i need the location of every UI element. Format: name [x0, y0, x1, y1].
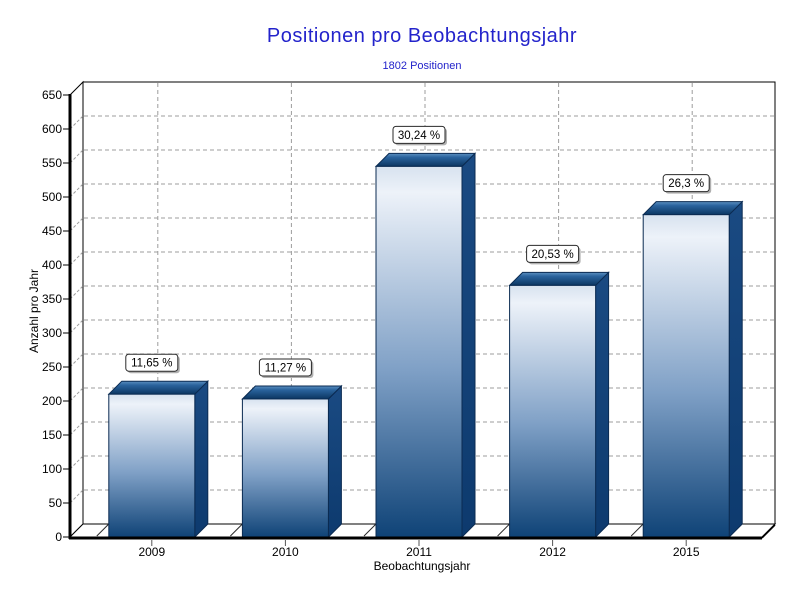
x-axis-title: Beobachtungsjahr: [373, 559, 471, 573]
y-tick-label: 400: [41, 258, 62, 272]
y-tick-label: 200: [41, 394, 62, 408]
y-tick-label: 300: [41, 326, 62, 340]
h-gridline-connector: [69, 353, 84, 368]
mark-label: 11,65 %: [131, 358, 172, 370]
bar-top-face: [241, 385, 343, 400]
h-gridline-connector: [69, 421, 84, 436]
h-gridline-connector: [69, 455, 84, 470]
bar-value-mark: 11,65 %: [125, 353, 180, 374]
bar-2012: [508, 271, 610, 539]
mark-label: 30,24 %: [398, 130, 440, 142]
h-gridline-connector: [69, 387, 84, 402]
bar-side-face: [728, 200, 743, 539]
x-tick-label: 2015: [672, 545, 700, 559]
bar-side-face: [194, 379, 209, 539]
chart-subtitle: 1802 Positionen: [382, 60, 462, 72]
x-tick-label: 2011: [406, 545, 432, 559]
bar-value-mark: 26,3 %: [662, 174, 712, 194]
x-tick-label: 2010: [272, 545, 299, 559]
h-gridline-connector: [69, 489, 84, 504]
y-tick-label: 600: [41, 122, 62, 136]
mark-label: 20,53 %: [531, 249, 573, 261]
bar-front-face: [642, 214, 730, 538]
bar-side-face: [595, 271, 610, 539]
y-tick-label: 500: [41, 190, 62, 204]
bar-top-face: [508, 271, 610, 286]
mark-box: [392, 125, 446, 144]
h-gridline-connector: [69, 149, 84, 164]
bar-floor-edge: [630, 522, 645, 537]
x-tick-label: 2012: [539, 545, 566, 559]
h-gridline-connector: [69, 183, 84, 198]
bar-front-face: [108, 393, 196, 538]
mark-box: [125, 353, 179, 372]
bar-value-mark: 11,27 %: [258, 358, 314, 378]
y-tick-label: 0: [55, 530, 62, 544]
y-tick-label: 450: [41, 224, 62, 238]
y-tick-label: 100: [41, 462, 62, 476]
mark-label: 26,3 %: [668, 178, 704, 190]
bar-top-face: [374, 152, 477, 167]
x-tick-label: 2009: [138, 545, 166, 559]
bar-floor-edge: [497, 522, 511, 537]
bar-2011: [374, 152, 477, 539]
bar-front-face: [375, 165, 463, 538]
y-axis-title: Anzahl pro Jahr: [27, 268, 41, 354]
bar-value-mark: 20,53 %: [526, 244, 581, 265]
bar-value-mark: 30,24 %: [392, 125, 447, 146]
mark-box: [526, 244, 580, 263]
mark-box: [662, 174, 710, 193]
y-tick-label: 650: [41, 88, 62, 102]
bar-2010: [241, 384, 343, 539]
bar-front-face: [509, 284, 597, 538]
y-tick-label: 150: [41, 428, 62, 442]
y-tick-label: 50: [48, 496, 62, 510]
h-gridline-connector: [69, 217, 84, 232]
bar-front-face: [241, 398, 329, 538]
mark-box: [258, 358, 312, 377]
bar-top-face: [107, 380, 210, 395]
bar-floor-edge: [363, 522, 378, 537]
mark-label: 11,27 %: [265, 362, 306, 374]
y-tick-label: 550: [41, 156, 62, 170]
chart-title: Positionen pro Beobachtungsjahr: [266, 25, 578, 47]
left-wall: [69, 80, 84, 539]
y-tick-label: 350: [41, 292, 62, 306]
bar-top-face: [641, 201, 744, 216]
h-gridline-connector: [69, 251, 84, 266]
bar-side-face: [461, 152, 476, 539]
bar-side-face: [327, 384, 342, 539]
h-gridline-connector: [69, 319, 84, 334]
h-gridline-connector: [69, 285, 84, 300]
bar-floor-edge: [96, 522, 111, 537]
bar-2015: [641, 200, 744, 539]
bar-2009: [107, 379, 210, 539]
y-tick-label: 250: [41, 360, 62, 374]
floor-front-right-edge: [761, 524, 776, 539]
h-gridline-connector: [69, 115, 84, 130]
bar-floor-edge: [230, 522, 244, 537]
